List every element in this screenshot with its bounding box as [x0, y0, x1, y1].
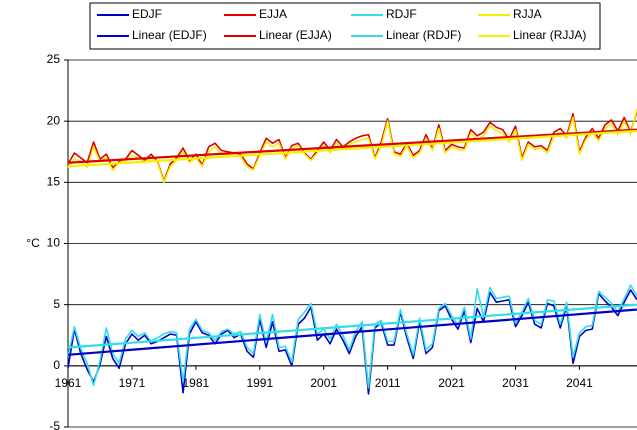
- series-line: [67, 289, 637, 395]
- x-tick-label: 2011: [375, 376, 401, 390]
- legend-label: Linear (RDJF): [386, 28, 461, 42]
- y-tick-label: -5: [49, 419, 60, 430]
- legend-label: RJJA: [513, 7, 542, 21]
- x-tick-label: 2041: [566, 376, 593, 390]
- trend-line: [67, 129, 637, 168]
- x-tick-label: 2001: [310, 376, 337, 390]
- legend-label: Linear (RJJA): [513, 28, 586, 42]
- legend-label: Linear (EJJA): [259, 28, 332, 42]
- legend-label: EJJA: [259, 7, 287, 21]
- y-tick-label: 15: [47, 175, 61, 189]
- x-tick-label: 1971: [119, 376, 146, 390]
- x-tick-label: 1961: [55, 376, 82, 390]
- series-line: [67, 108, 637, 184]
- legend-label: Linear (EDJF): [132, 28, 207, 42]
- legend-label: RDJF: [386, 7, 417, 21]
- y-axis-label: °C: [26, 236, 40, 250]
- x-tick-label: 2021: [438, 376, 465, 390]
- y-tick-label: 10: [47, 236, 61, 250]
- y-tick-label: 0: [53, 358, 60, 372]
- x-tick-label: 1981: [183, 376, 210, 390]
- y-tick-label: 20: [47, 113, 61, 127]
- x-tick-label: 2031: [502, 376, 529, 390]
- legend-label: EDJF: [132, 7, 162, 21]
- y-tick-label: 25: [47, 52, 61, 66]
- trend-line: [67, 308, 637, 356]
- series-line: [67, 284, 637, 389]
- y-tick-label: 5: [53, 297, 60, 311]
- x-tick-label: 1991: [246, 376, 273, 390]
- trend-line: [67, 303, 637, 349]
- legend-box: [89, 2, 601, 50]
- trend-line: [67, 128, 637, 164]
